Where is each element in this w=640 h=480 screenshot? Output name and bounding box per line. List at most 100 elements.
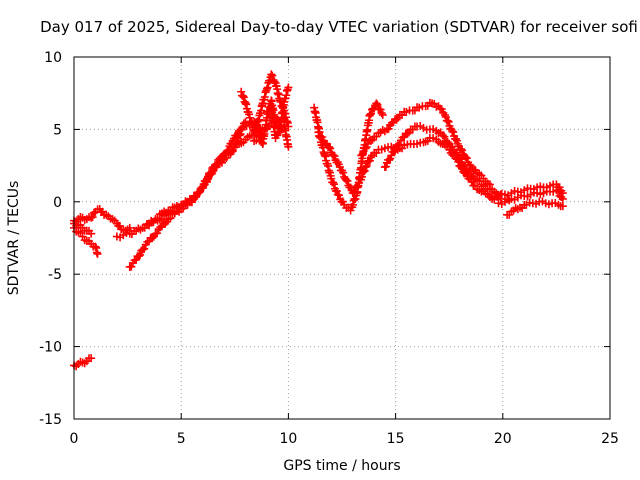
data-point-fill (270, 77, 279, 86)
data-points (70, 70, 567, 371)
data-point-fill (358, 151, 367, 160)
data-point-fill (238, 92, 247, 101)
data-point-fill (391, 146, 400, 155)
sat-track-p (503, 197, 567, 219)
data-point-fill (326, 144, 335, 153)
data-point-fill (456, 145, 465, 154)
y-tick-label: -5 (48, 267, 62, 283)
data-point-fill (395, 140, 404, 149)
data-point-fill (127, 262, 136, 271)
data-point-fill (255, 133, 264, 142)
data-point-fill (381, 162, 390, 171)
data-point-fill (461, 153, 470, 162)
plot-frame (73, 56, 611, 420)
data-point-fill (389, 147, 398, 156)
data-point-fill (228, 147, 237, 156)
sat-track-b (70, 223, 102, 258)
x-tick-label: 0 (70, 431, 79, 447)
data-point-fill (343, 177, 352, 186)
data-point-fill (238, 123, 247, 132)
data-point-fill (440, 132, 449, 141)
data-point (365, 110, 374, 119)
data-point (464, 167, 473, 176)
sat-track-m (380, 122, 505, 199)
data-point-fill (458, 146, 467, 155)
data-point-fill (349, 196, 358, 205)
data-point-fill (134, 252, 143, 261)
sat-track-e (125, 118, 250, 271)
data-point-fill (263, 107, 272, 116)
data-point-fill (385, 156, 394, 165)
x-axis-label: GPS time / hours (283, 458, 400, 474)
data-point-fill (195, 187, 204, 196)
data-point-fill (204, 174, 212, 183)
data-point-fill (377, 109, 386, 118)
data-point-fill (452, 150, 461, 159)
data-point-fill (456, 155, 465, 164)
data-point (87, 354, 96, 363)
data-point-fill (339, 168, 348, 177)
data-point (262, 108, 271, 117)
data-point-fill (451, 134, 460, 143)
sat-track-o (494, 186, 567, 209)
data-point-fill (366, 109, 375, 118)
x-tick-label: 5 (177, 431, 186, 447)
y-axis-label: SDTVAR / TECUs (6, 181, 22, 296)
data-point (275, 96, 284, 105)
data-point-fill (148, 234, 157, 243)
data-point (267, 70, 276, 79)
data-point-fill (330, 152, 339, 161)
y-tick-label: -10 (39, 340, 62, 356)
data-point-fill (449, 128, 458, 137)
data-point-fill (332, 187, 341, 196)
data-point-fill (268, 71, 277, 80)
data-point (342, 176, 351, 185)
data-point-fill (88, 213, 97, 222)
data-point-fill (136, 250, 145, 259)
data-point-fill (437, 105, 446, 114)
data-point-fill (140, 244, 149, 253)
data-point-fill (330, 180, 339, 189)
data-point-fill (443, 116, 452, 125)
data-point (207, 168, 216, 177)
data-point (327, 174, 336, 183)
data-point-fill (208, 167, 217, 176)
data-point (438, 131, 447, 140)
data-point (552, 186, 561, 195)
data-point (93, 249, 102, 258)
data-point (237, 87, 246, 96)
data-point-fill (199, 182, 208, 191)
data-point-fill (554, 187, 563, 196)
data-point (194, 189, 203, 198)
data-point-fill (252, 121, 261, 130)
y-tick-label: 10 (44, 50, 62, 66)
data-point-fill (462, 154, 471, 163)
sat-track-i (262, 96, 293, 151)
data-point-fill (398, 133, 407, 142)
data-point-fill (273, 121, 282, 130)
data-point (284, 142, 293, 151)
chart-title: Day 017 of 2025, Sidereal Day-to-day VTE… (40, 18, 638, 36)
data-point (558, 194, 567, 203)
data-point-fill (461, 161, 470, 170)
data-point-fill (403, 129, 412, 138)
data-point-fill (361, 144, 370, 153)
x-tick-label: 25 (601, 431, 619, 447)
data-point-fill (239, 93, 248, 102)
data-point-fill (334, 191, 343, 200)
x-tick-label: 15 (387, 431, 405, 447)
data-point (87, 229, 96, 238)
sat-track-j (310, 103, 505, 203)
data-point-fill (441, 112, 450, 121)
y-tick-label: 0 (53, 195, 62, 211)
axis-ticks: 0 5 10 15 20 25 -15 -10 -5 0 5 10 (39, 50, 619, 447)
data-point-fill (384, 124, 393, 133)
data-point-fill (329, 178, 338, 187)
data-point-fill (90, 208, 99, 217)
data-point-fill (366, 136, 375, 145)
data-point-fill (362, 161, 371, 170)
y-tick-label: 5 (53, 122, 62, 138)
data-point-fill (444, 117, 453, 126)
data-point (372, 99, 381, 108)
data-point-fill (373, 100, 382, 109)
